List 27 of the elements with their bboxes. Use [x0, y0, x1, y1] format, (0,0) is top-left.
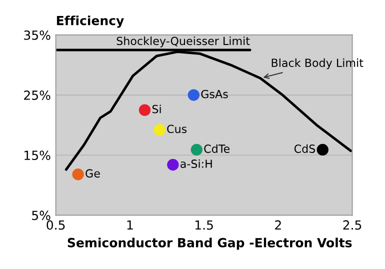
x-tick-label: 2 [275, 220, 281, 230]
point [188, 89, 200, 101]
series-label: Shockley-Queisser Limit [116, 36, 250, 48]
x-tick-label: 2.5 [343, 220, 362, 230]
point [190, 144, 202, 156]
series-label: CdS [294, 144, 316, 153]
series-label: a-Si:H [180, 159, 212, 168]
point [167, 158, 179, 171]
x-axis-title: Semiconductor Band Gap -Electron Volts [68, 238, 352, 250]
y-tick-label: 5% [32, 210, 50, 220]
y-tick-label: 25% [24, 90, 50, 100]
series-label: CdTe [204, 144, 230, 153]
series-label: Black Body Limit [272, 58, 364, 70]
y-axis-title: Efficiency [56, 16, 124, 28]
y-tick-label: 15% [24, 150, 50, 160]
point [138, 104, 151, 116]
series-label: Cus [167, 124, 187, 134]
x-tick-label: 0.5 [46, 220, 65, 230]
x-tick-label: 1 [127, 220, 133, 230]
series-label: Si [152, 104, 161, 114]
point [316, 144, 328, 156]
series-label: Ge [86, 169, 100, 178]
y-tick-label: 35% [24, 30, 50, 40]
point [154, 124, 166, 136]
series-label: GsAs [201, 90, 228, 98]
x-tick-label: 1.5 [195, 220, 213, 230]
point [72, 168, 84, 180]
